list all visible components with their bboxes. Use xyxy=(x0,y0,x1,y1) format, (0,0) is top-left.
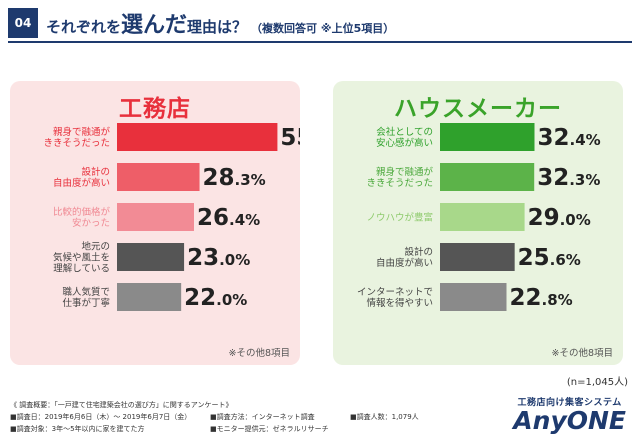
value-label-0-1: 28.3% xyxy=(203,165,266,191)
value-label-1-0: 32.4% xyxy=(538,125,601,151)
bar-0-4 xyxy=(117,283,182,311)
category-label-1-1: 親身で融通がききそうだった xyxy=(366,166,433,189)
value-label-1-2: 29.0% xyxy=(528,205,591,231)
title-prefix: それぞれを xyxy=(46,18,122,36)
title-emphasis: 選んだ xyxy=(121,13,188,38)
bar-0-2 xyxy=(117,203,194,231)
value-label-0-3: 23.0% xyxy=(187,245,250,271)
bar-0-3 xyxy=(117,243,185,271)
question-number-badge: 04 xyxy=(8,8,38,38)
panel-note-komuten: ※その他8項目 xyxy=(228,348,290,359)
value-label-1-4: 22.8% xyxy=(510,285,573,311)
question-header: 04 それぞれを選んだ理由は？ （複数回答可 ※上位5項目） xyxy=(8,6,394,40)
category-label-1-3: 設計の自由度が高い xyxy=(376,246,433,269)
panel-housemaker: ハウスメーカー 会社としての安心感が高い 32.4% 親身で融通がききそうだった 32… xyxy=(333,81,623,365)
logo-tagline: 工務店向け集客システム xyxy=(517,398,622,408)
bar-1-0 xyxy=(440,123,535,151)
value-label-0-0: 55.0% xyxy=(280,125,300,151)
category-label-1-4: インターネットで情報を得やすい xyxy=(357,287,433,309)
category-label-1-2: ノウハウが豊富 xyxy=(366,212,433,224)
survey-date: ■調査日：2019年6月6日（木）～ 2019年6月7日（金） xyxy=(10,413,192,421)
survey-method: ■調査方法：インターネット調査 xyxy=(210,413,315,421)
logo-brand: AnyONE xyxy=(513,406,626,435)
category-label-0-0: 親身で融通がききそうだった xyxy=(43,126,110,149)
chart-komuten: 親身で融通がききそうだった 55.0% 設計の自由度が高い 28.3% 比較的価格が安か… xyxy=(43,123,300,311)
bar-1-4 xyxy=(440,283,507,311)
panel-note-housemaker: ※その他8項目 xyxy=(551,348,613,359)
bar-1-3 xyxy=(440,243,515,271)
sample-size: (n=1,045人) xyxy=(566,377,628,388)
anyone-logo: 工務店向け集客システム AnyONE xyxy=(513,395,626,434)
chart-housemaker: 会社としての安心感が高い 32.4% 親身で融通がききそうだった 32.3% ノウハウが… xyxy=(357,123,601,311)
bar-1-2 xyxy=(440,203,525,231)
bar-0-1 xyxy=(117,163,200,191)
title-suffix: 理由は？ xyxy=(187,18,248,36)
title-subtitle: （複数回答可 ※上位5項目） xyxy=(251,22,395,35)
survey-count: ■調査人数：1,079人 xyxy=(350,413,419,421)
survey-target: ■調査対象：3年～5年以内に家を建てた方 xyxy=(10,425,145,433)
question-title: それぞれを選んだ理由は？ （複数回答可 ※上位5項目） xyxy=(46,7,394,39)
panel-title-housemaker: ハウスメーカー xyxy=(394,96,562,122)
survey-title: 《 調査概要：「一戸建て住宅建築会社の選び方」に関するアンケート》 xyxy=(10,401,233,409)
category-label-0-1: 設計の自由度が高い xyxy=(53,166,110,189)
category-label-0-4: 職人気質で仕事が丁寧 xyxy=(62,286,110,309)
survey-provider: ■モニター提供元：ゼネラルリサーチ xyxy=(210,425,329,433)
category-label-0-3: 地元の気候や風土を理解している xyxy=(53,241,110,275)
category-label-0-2: 比較的価格が安かった xyxy=(53,206,111,229)
value-label-1-3: 25.6% xyxy=(518,245,581,271)
header-rule xyxy=(8,41,632,43)
bar-0-0 xyxy=(117,123,278,151)
value-label-0-4: 22.0% xyxy=(184,285,247,311)
value-label-0-2: 26.4% xyxy=(197,205,260,231)
panel-title-komuten: 工務店 xyxy=(119,96,191,122)
survey-overview: 《 調査概要：「一戸建て住宅建築会社の選び方」に関するアンケート》 ■調査日：2… xyxy=(10,399,490,435)
bar-1-1 xyxy=(440,163,535,191)
category-label-1-0: 会社としての安心感が高い xyxy=(376,126,433,149)
panel-komuten: 工務店 親身で融通がききそうだった 55.0% 設計の自由度が高い 28.3% 比較的価… xyxy=(10,81,300,365)
value-label-1-1: 32.3% xyxy=(537,165,600,191)
